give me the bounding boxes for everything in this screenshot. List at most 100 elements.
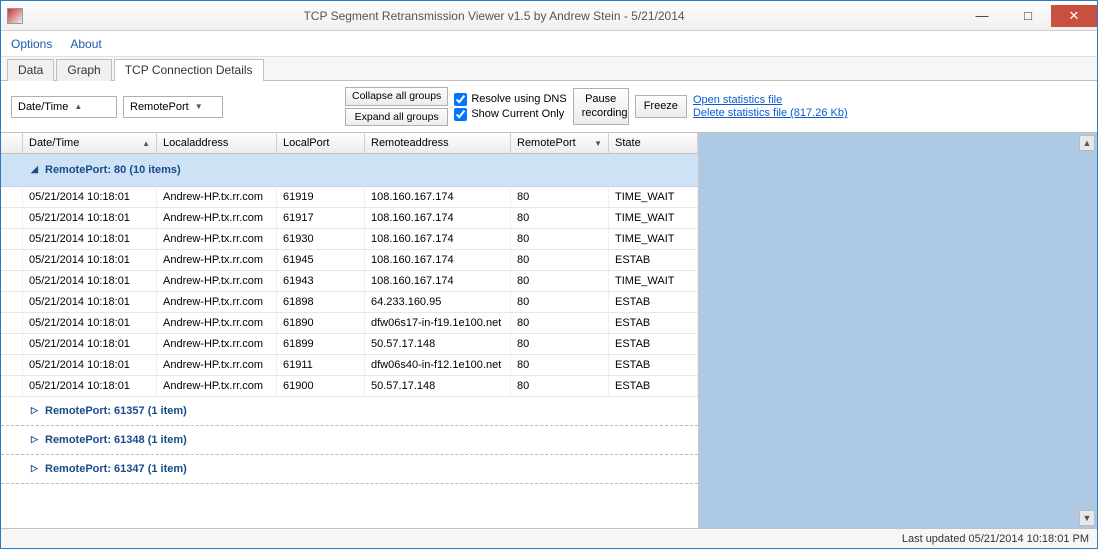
col-label: Localaddress [163, 137, 228, 149]
table-row[interactable]: 05/21/2014 10:18:01 Andrew-HP.tx.rr.com … [1, 376, 698, 397]
cell-localaddress: Andrew-HP.tx.rr.com [157, 250, 277, 270]
detail-panel: ▲ ▼ [699, 133, 1097, 528]
col-label: State [615, 137, 641, 149]
row-handle [1, 355, 23, 375]
row-handle [1, 229, 23, 249]
cell-remoteaddress: 64.233.160.95 [365, 292, 511, 312]
cell-remoteaddress: dfw06s40-in-f12.1e100.net [365, 355, 511, 375]
grid-header: Date/Time ▲ Localaddress LocalPort Remot… [1, 133, 698, 154]
collapse-icon: ◢ [31, 164, 38, 175]
cell-localaddress: Andrew-HP.tx.rr.com [157, 334, 277, 354]
cell-remoteport: 80 [511, 187, 609, 207]
col-label: RemotePort [517, 137, 576, 149]
pause-recording-button[interactable]: Pause recording [573, 88, 629, 124]
table-row[interactable]: 05/21/2014 10:18:01 Andrew-HP.tx.rr.com … [1, 334, 698, 355]
col-remoteaddress[interactable]: Remoteaddress [365, 133, 511, 153]
group-header-collapsed[interactable]: ▷RemotePort: 61348 (1 item) [1, 426, 698, 455]
cell-datetime: 05/21/2014 10:18:01 [23, 334, 157, 354]
col-state[interactable]: State [609, 133, 698, 153]
expand-icon: ▷ [31, 434, 38, 445]
col-remoteport[interactable]: RemotePort ▼ [511, 133, 609, 153]
delete-stats-link[interactable]: Delete statistics file (817.26 Kb) [693, 107, 848, 119]
checkbox-input[interactable] [454, 93, 467, 106]
scroll-down-button[interactable]: ▼ [1079, 510, 1095, 526]
group-header-collapsed[interactable]: ▷RemotePort: 61347 (1 item) [1, 455, 698, 484]
cell-datetime: 05/21/2014 10:18:01 [23, 250, 157, 270]
cell-localaddress: Andrew-HP.tx.rr.com [157, 208, 277, 228]
cell-localport: 61911 [277, 355, 365, 375]
table-row[interactable]: 05/21/2014 10:18:01 Andrew-HP.tx.rr.com … [1, 355, 698, 376]
open-stats-link[interactable]: Open statistics file [693, 94, 848, 106]
row-handle [1, 292, 23, 312]
row-handle-header [1, 133, 23, 153]
collapse-all-button[interactable]: Collapse all groups [345, 87, 448, 106]
cell-remoteaddress: 108.160.167.174 [365, 229, 511, 249]
table-row[interactable]: 05/21/2014 10:18:01 Andrew-HP.tx.rr.com … [1, 229, 698, 250]
close-button[interactable]: ✕ [1051, 5, 1097, 27]
col-datetime[interactable]: Date/Time ▲ [23, 133, 157, 153]
row-handle [1, 271, 23, 291]
table-row[interactable]: 05/21/2014 10:18:01 Andrew-HP.tx.rr.com … [1, 187, 698, 208]
resolve-dns-checkbox[interactable]: Resolve using DNS [454, 93, 566, 106]
cell-remoteport: 80 [511, 208, 609, 228]
cell-remoteport: 80 [511, 376, 609, 396]
cell-localport: 61930 [277, 229, 365, 249]
groupby-dropdown-2[interactable]: RemotePort ▼ [123, 96, 223, 118]
chevron-down-icon: ▼ [195, 102, 203, 111]
cell-localaddress: Andrew-HP.tx.rr.com [157, 376, 277, 396]
menu-about[interactable]: About [70, 37, 101, 51]
maximize-button[interactable]: □ [1005, 5, 1051, 27]
menu-options[interactable]: Options [11, 37, 52, 51]
window-titlebar: TCP Segment Retransmission Viewer v1.5 b… [1, 1, 1097, 31]
minimize-button[interactable]: — [959, 5, 1005, 27]
tab-data[interactable]: Data [7, 59, 54, 81]
cell-localaddress: Andrew-HP.tx.rr.com [157, 355, 277, 375]
cell-state: ESTAB [609, 334, 698, 354]
cell-state: ESTAB [609, 355, 698, 375]
tab-tcp-details[interactable]: TCP Connection Details [114, 59, 264, 81]
cell-state: ESTAB [609, 376, 698, 396]
cell-datetime: 05/21/2014 10:18:01 [23, 292, 157, 312]
group-buttons: Collapse all groups Expand all groups [345, 87, 448, 126]
cell-localaddress: Andrew-HP.tx.rr.com [157, 229, 277, 249]
table-row[interactable]: 05/21/2014 10:18:01 Andrew-HP.tx.rr.com … [1, 313, 698, 334]
dropdown-label: Date/Time [18, 101, 68, 113]
tab-graph[interactable]: Graph [56, 59, 111, 81]
table-row[interactable]: 05/21/2014 10:18:01 Andrew-HP.tx.rr.com … [1, 271, 698, 292]
cell-datetime: 05/21/2014 10:18:01 [23, 376, 157, 396]
cell-state: TIME_WAIT [609, 208, 698, 228]
cell-localport: 61945 [277, 250, 365, 270]
group-header-collapsed[interactable]: ▷RemotePort: 61357 (1 item) [1, 397, 698, 426]
table-row[interactable]: 05/21/2014 10:18:01 Andrew-HP.tx.rr.com … [1, 250, 698, 271]
cell-remoteport: 80 [511, 313, 609, 333]
row-handle [1, 376, 23, 396]
cell-state: ESTAB [609, 292, 698, 312]
status-text: Last updated 05/21/2014 10:18:01 PM [902, 533, 1089, 545]
col-label: Remoteaddress [371, 137, 449, 149]
grid-body[interactable]: ◢RemotePort: 80 (10 items) 05/21/2014 10… [1, 154, 698, 528]
cell-remoteaddress: 108.160.167.174 [365, 208, 511, 228]
show-current-checkbox[interactable]: Show Current Only [454, 108, 566, 121]
window-title: TCP Segment Retransmission Viewer v1.5 b… [29, 9, 959, 23]
chevron-down-icon: ▼ [594, 139, 602, 148]
expand-all-button[interactable]: Expand all groups [345, 108, 448, 127]
scroll-up-button[interactable]: ▲ [1079, 135, 1095, 151]
cell-localport: 61919 [277, 187, 365, 207]
groupby-dropdown-1[interactable]: Date/Time ▲ [11, 96, 117, 118]
col-localaddress[interactable]: Localaddress [157, 133, 277, 153]
freeze-button[interactable]: Freeze [635, 95, 687, 118]
table-row[interactable]: 05/21/2014 10:18:01 Andrew-HP.tx.rr.com … [1, 292, 698, 313]
row-handle [1, 250, 23, 270]
group-header-expanded[interactable]: ◢RemotePort: 80 (10 items) [1, 154, 698, 187]
checkbox-input[interactable] [454, 108, 467, 121]
cell-remoteaddress: 108.160.167.174 [365, 187, 511, 207]
col-label: Date/Time [29, 137, 79, 149]
cell-remoteport: 80 [511, 292, 609, 312]
sort-up-icon: ▲ [142, 139, 150, 148]
table-row[interactable]: 05/21/2014 10:18:01 Andrew-HP.tx.rr.com … [1, 208, 698, 229]
cell-remoteport: 80 [511, 355, 609, 375]
cell-remoteaddress: dfw06s17-in-f19.1e100.net [365, 313, 511, 333]
col-localport[interactable]: LocalPort [277, 133, 365, 153]
cell-localport: 61890 [277, 313, 365, 333]
cell-remoteport: 80 [511, 334, 609, 354]
